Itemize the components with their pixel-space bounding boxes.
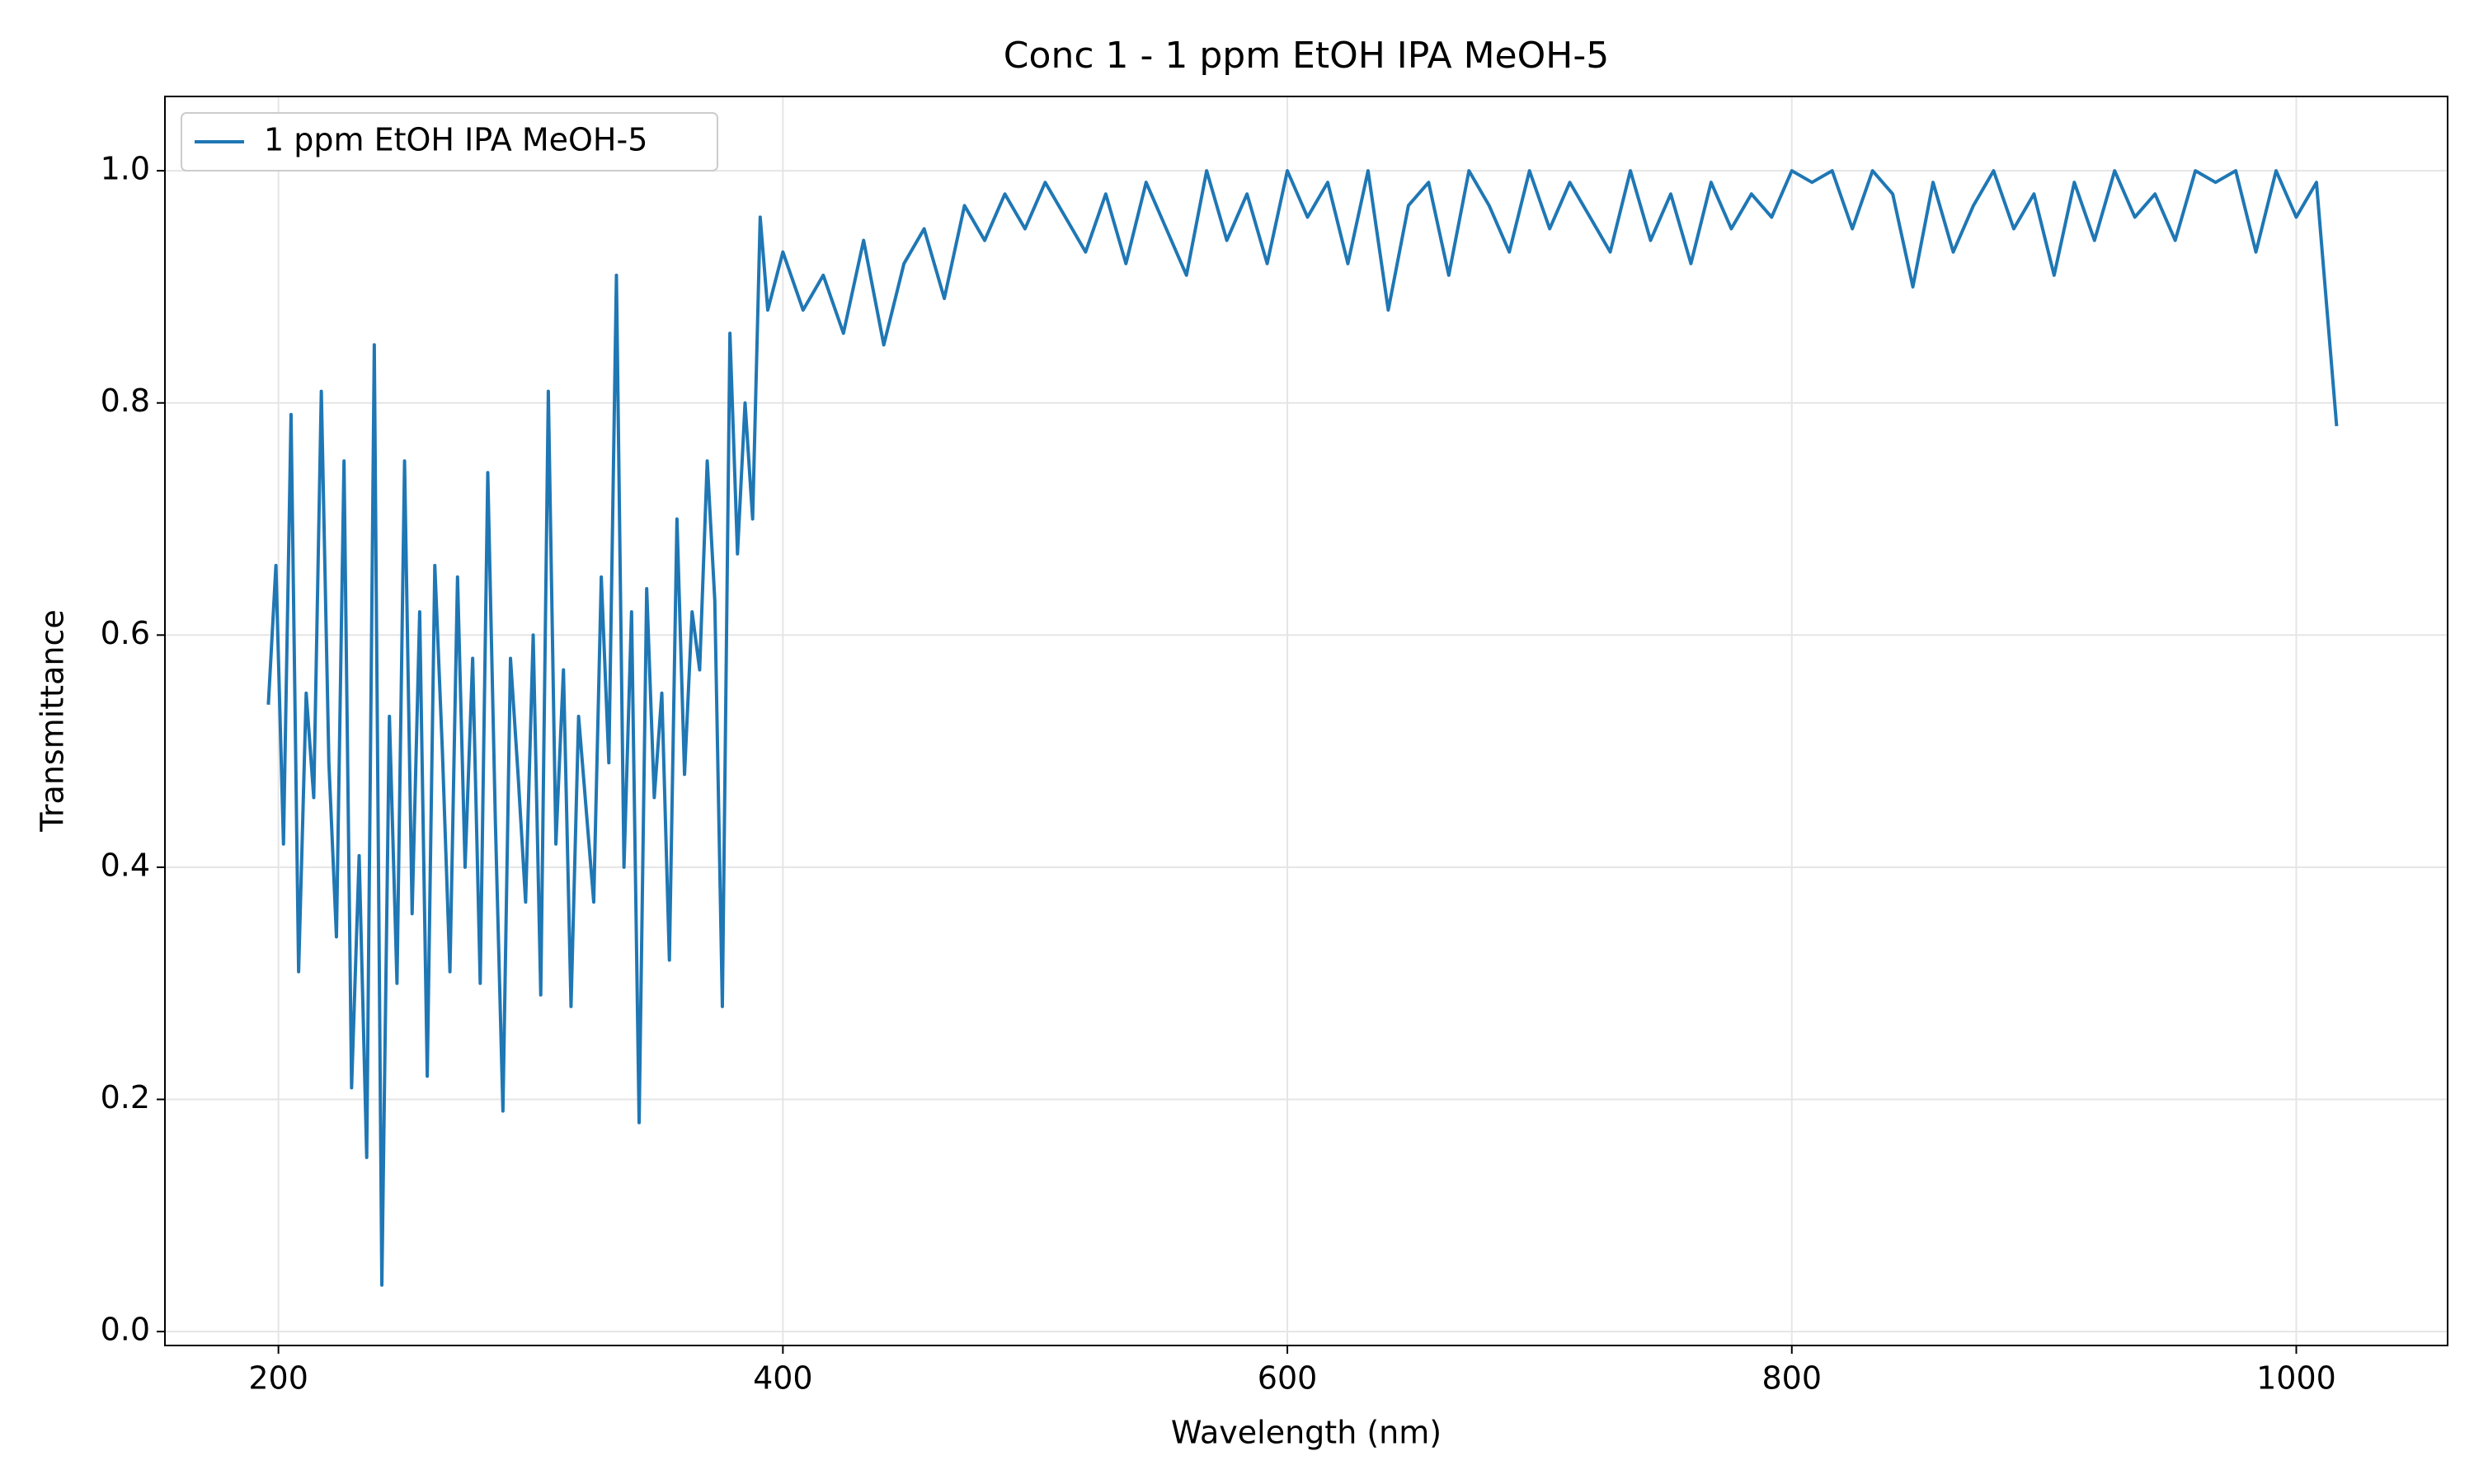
x-axis-label: Wavelength (nm) [1171,1415,1442,1451]
legend-label: 1 ppm EtOH IPA MeOH-5 [264,122,647,158]
y-tick-label: 0.4 [101,847,150,883]
legend-box [181,112,718,171]
plot-frame [164,96,2448,1346]
y-tick-label: 0.8 [101,383,150,419]
x-tick-label: 800 [1762,1360,1823,1397]
data-line [266,169,2339,1287]
y-tick-label: 1.0 [101,151,150,187]
chart-title: Conc 1 - 1 ppm EtOH IPA MeOH-5 [1004,35,1609,77]
y-axis-label: Transmittance [35,609,71,832]
x-tick-label: 200 [248,1360,308,1397]
y-tick-label: 0.6 [101,615,150,651]
y-tick-label: 0.0 [101,1312,150,1348]
x-tick-label: 400 [753,1360,813,1397]
y-tick-label: 0.2 [101,1079,150,1115]
x-tick-label: 1000 [2256,1360,2336,1397]
x-tick-label: 600 [1258,1360,1318,1397]
